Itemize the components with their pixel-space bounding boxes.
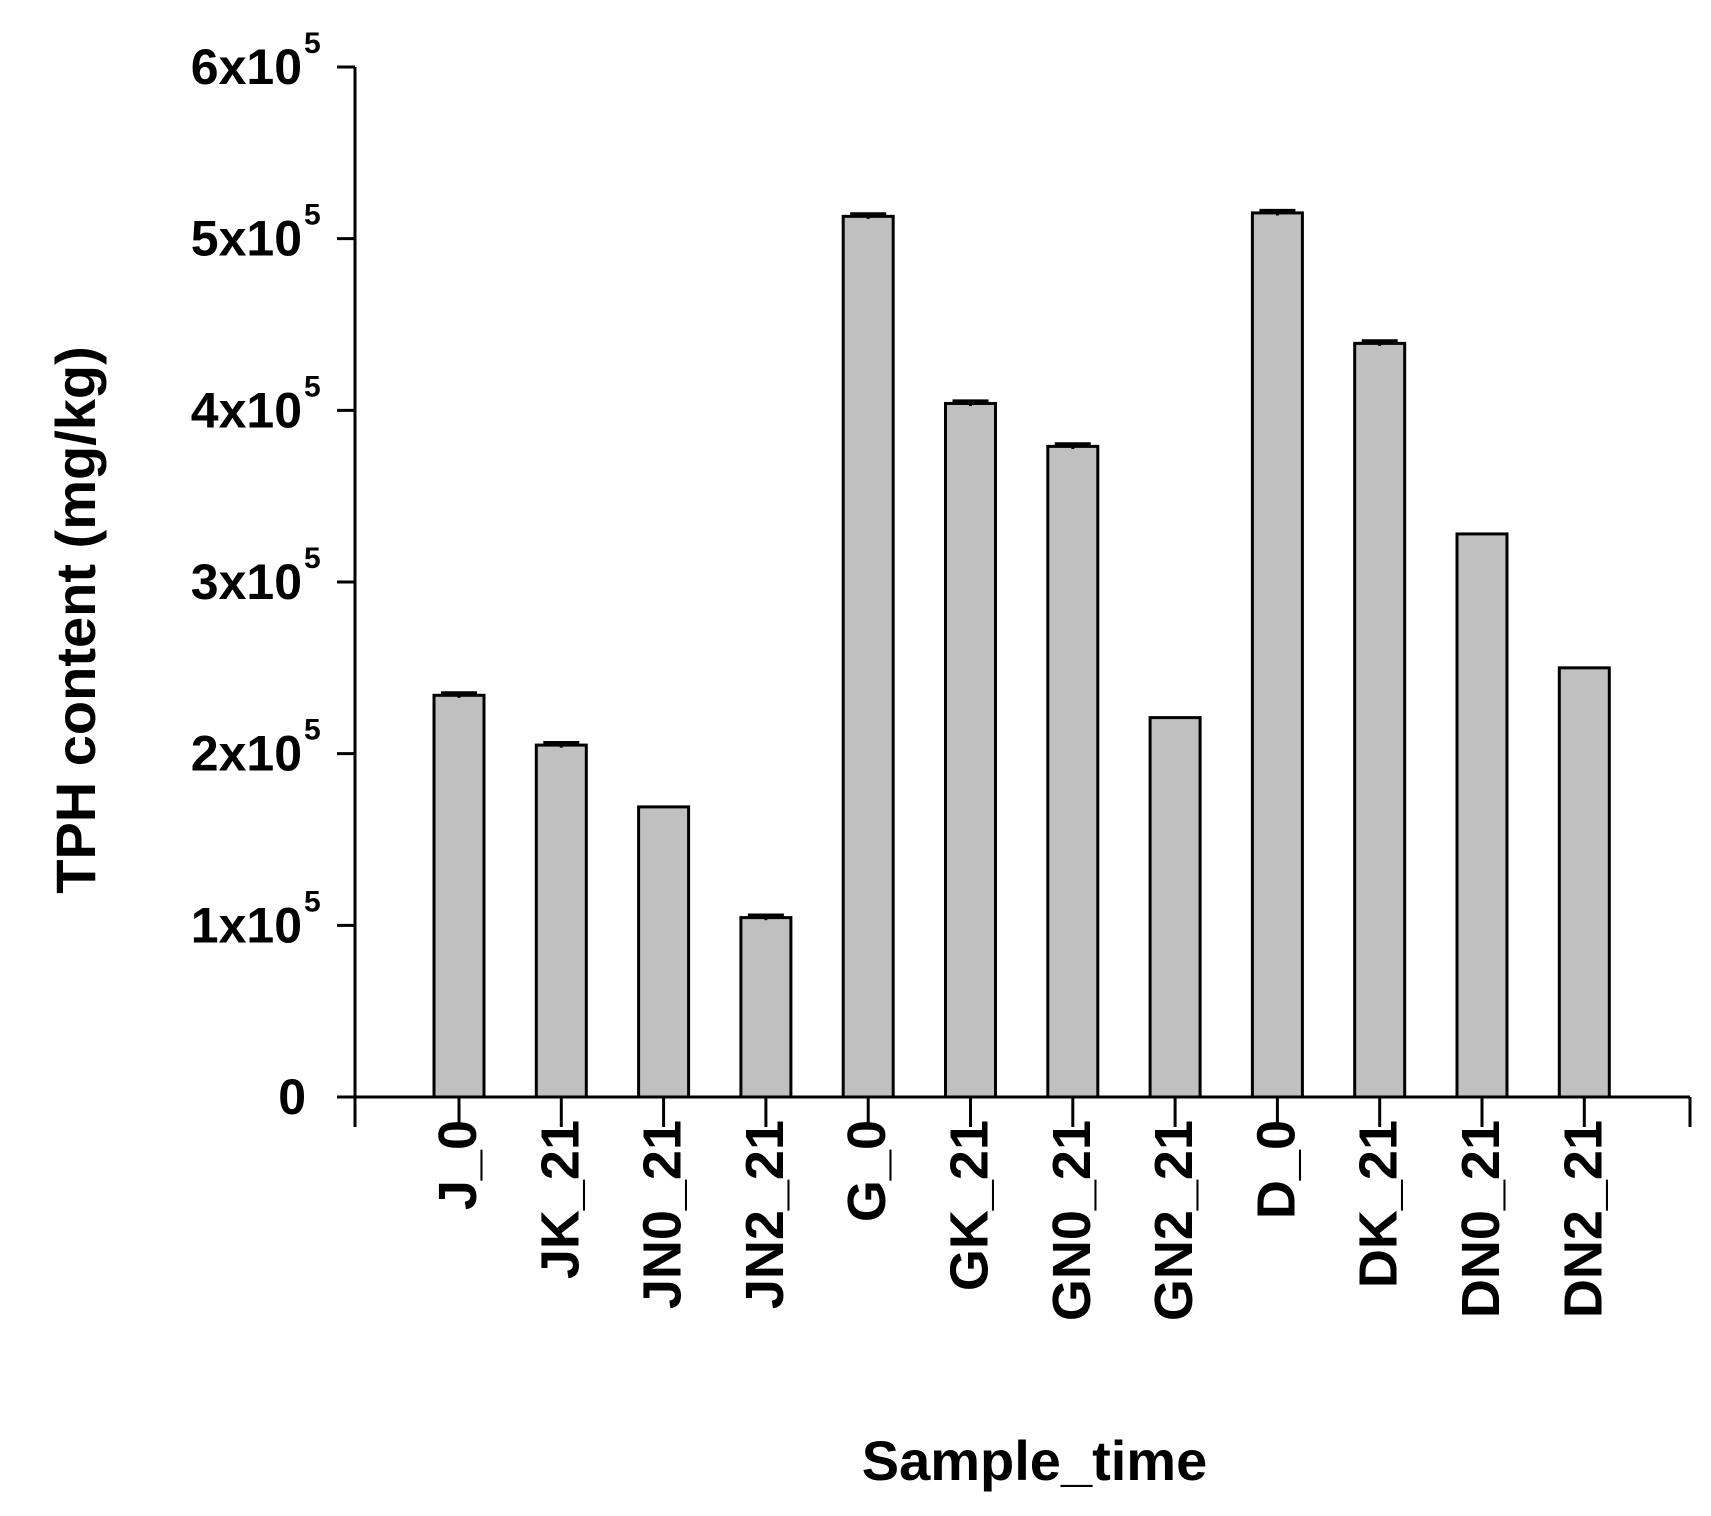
- x-tick-label: DK_21: [1349, 1120, 1409, 1288]
- y-axis-title: TPH content (mg/kg): [44, 346, 107, 894]
- bar: [1148, 716, 1202, 1099]
- y-tick-exponent: 5: [304, 542, 321, 575]
- y-tick-exponent: 5: [304, 714, 321, 747]
- x-tick-label: J_0: [428, 1120, 488, 1210]
- y-tick-label: 1x10: [191, 897, 302, 953]
- x-tick-label: G_0: [837, 1120, 897, 1222]
- bar: [534, 743, 588, 1099]
- bar: [1250, 211, 1304, 1099]
- x-tick-label: DN0_21: [1451, 1120, 1511, 1318]
- y-tick-exponent: 5: [304, 199, 321, 232]
- y-tick-exponent: 5: [304, 370, 321, 403]
- bar: [432, 693, 486, 1099]
- bar: [739, 916, 793, 1099]
- y-tick-label: 5x10: [191, 211, 302, 267]
- bars: [432, 208, 1611, 1099]
- x-tick-label: DN2_21: [1553, 1120, 1613, 1318]
- bar: [944, 401, 997, 1099]
- y-tick-label: 4x10: [191, 382, 302, 438]
- y-tick-exponent: 5: [304, 27, 321, 60]
- x-tick-label: JN2_21: [735, 1120, 795, 1309]
- x-axis-ticks: J_0 JK_21 JN0_21 JN2_21 G_0 GK_21 GN0_21 GN2_21…: [353, 1097, 1692, 1321]
- x-tick-label: GK_21: [940, 1120, 1000, 1291]
- bar: [841, 214, 895, 1099]
- y-tick-label: 2x10: [191, 726, 302, 782]
- y-tick-exponent: 5: [304, 885, 321, 918]
- y-tick-label: 3x10: [191, 554, 302, 610]
- x-axis-title: Sample_time: [862, 1429, 1208, 1492]
- x-tick-label: GN2_21: [1144, 1120, 1204, 1321]
- y-tick-label: 0: [278, 1069, 306, 1125]
- x-tick-label: JK_21: [530, 1120, 590, 1279]
- x-tick-label: JN0_21: [633, 1120, 693, 1309]
- x-tick-label: D_0: [1246, 1120, 1306, 1219]
- x-tick-label: GN0_21: [1042, 1120, 1102, 1321]
- bar: [1455, 532, 1509, 1099]
- bar: [637, 805, 691, 1099]
- y-tick-label: 6x10: [191, 39, 302, 95]
- bar: [1353, 341, 1407, 1099]
- bar: [1046, 444, 1100, 1099]
- bar: [1557, 666, 1611, 1099]
